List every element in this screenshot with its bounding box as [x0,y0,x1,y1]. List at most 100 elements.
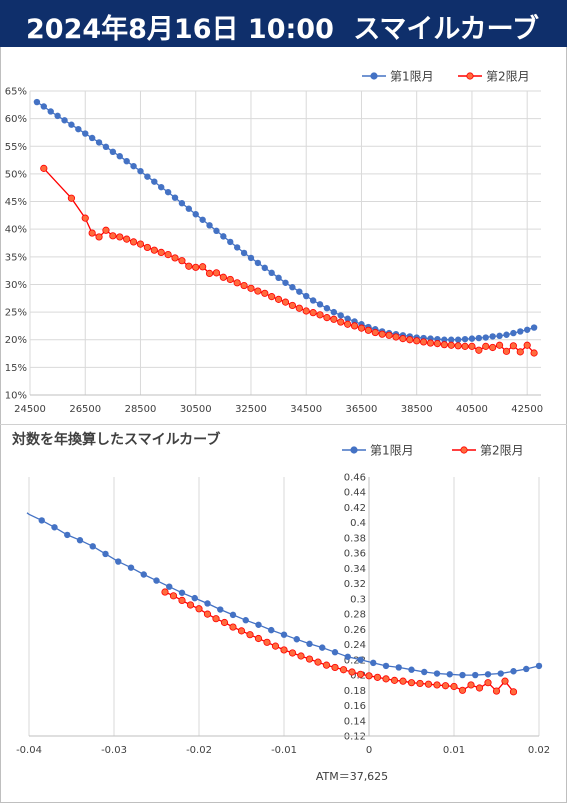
chart2-series1-point [140,571,147,578]
chart1-series1-point [454,336,462,343]
chart2-title: 対数を年換算したスマイルカーブ [11,431,220,448]
chart1-series1-point [192,211,199,218]
chart1-series1-point [517,328,524,335]
chart1-series2-point [337,318,345,326]
chart1-series2-point [454,342,462,350]
chart2-series2-point [237,627,246,635]
chart1-series2-point [205,269,214,277]
chart2-series2-point [331,663,339,672]
chart1-y-tick-label: 45% [5,197,27,208]
chart1-series1-point [82,130,89,137]
chart1-series2-point [81,214,89,222]
chart2-series1-point [166,583,173,590]
chart2-series2-point [271,642,280,650]
chart1-series2-point [495,341,504,349]
chart1-x-tick-label: 36500 [346,404,378,415]
chart1-x-tick-label: 34500 [290,404,322,415]
chart2-y-tick-label: 0.3 [350,594,366,605]
chart2-x-tick-label: -0.01 [271,745,297,756]
chart2-series2-point [212,615,220,623]
chart1-series1-point [489,333,496,340]
chart1-series2-point [302,307,310,315]
chart1-series2-point [426,339,435,347]
chart1-series1-point [303,292,310,300]
chart1-series1-point [33,98,41,106]
chart2-series1-point [280,631,288,638]
chart1-series2-point [330,315,338,323]
chart1-x-tick-label: 40500 [456,404,488,415]
header-title: 2024年8月16日 10:00 [26,14,334,45]
chart2-series2-point [229,623,237,631]
chart2-series2-point [501,677,509,685]
chart1-series2-point [226,275,234,284]
chart2-series2-point [356,670,365,678]
chart1-x-tick-label: 28500 [125,404,157,415]
chart2-y-tick-label: 0.26 [344,625,366,636]
chart1-y-tick-label: 40% [5,225,27,236]
chart1-series1-point [496,332,503,340]
chart1-series2-point [440,341,448,349]
chart1-y-tick-label: 55% [5,142,27,153]
chart1-series1-point [54,112,61,120]
chart2-series1-point [229,611,237,619]
chart1-series1-point [482,334,489,341]
chart1-series2-point [413,337,421,345]
chart1-series2-point [247,284,255,292]
chart1-series1-point [530,324,538,331]
chart2-x-tick-label: -0.03 [101,745,127,756]
chart2-series2-point [433,681,441,689]
chart1-series2-line [43,167,535,354]
chart1-series2-point [233,279,241,287]
chart1-series2-point [489,343,497,352]
chart1-series1-point [164,188,172,196]
chart2-series2-point [280,646,288,654]
chart2-legend-series1-swatch-dot [350,446,358,454]
chart1-series2-point [509,342,517,350]
chart2-series1-point [153,577,160,584]
chart1-series1-point [220,233,227,240]
chart2-series2-point [458,686,467,694]
chart2-series1-point [306,640,313,648]
chart2-y-tick-label: 0.38 [344,533,366,544]
chart1-series1-point [268,269,275,277]
chart2-y-tick-label: 0.24 [344,640,366,651]
chart1-series2-point [482,342,490,350]
chart1-series2-point [192,263,200,271]
chart1-x-tick-label: 32500 [235,404,267,415]
chart1-series1-point [47,108,54,115]
chart2-series2-point [424,680,433,688]
chart1-series2-point [178,257,186,265]
chart2-x-tick-label: -0.04 [16,745,42,756]
chart1-legend-series2-label: 第2限月 [486,70,530,84]
chart2-series2-point [322,661,331,669]
chart1-series2-point [447,341,455,349]
chart1-series1-point [240,249,248,257]
chart1-series1-point [151,178,158,185]
chart1-series1-point [296,288,303,295]
chart1-y-tick-label: 20% [5,335,27,346]
chart1-series2-point [254,287,262,295]
chart2-series1-point [497,670,504,677]
chart1-series1-point [510,329,517,337]
chart1-series2-point [261,289,269,297]
chart2-series1-point [268,626,275,634]
chart1-series1-point [199,216,206,223]
chart2-series2-point [178,596,186,605]
chart2-series1-point [38,517,45,524]
chart1-series1-point [158,183,165,191]
chart1-series1-point [95,139,103,146]
chart1-series1-point [213,227,220,235]
chart2-y-tick-label: 0.14 [344,716,366,727]
chart1-x-tick-label: 42500 [511,404,543,415]
chart2-x-tick-label: 0.02 [528,745,550,756]
chart2-y-tick-label: 0.46 [344,473,366,484]
chart1-series2-point [399,335,407,343]
chart1-series1-point [275,274,282,282]
chart2-y-tick-label: 0.28 [344,610,366,621]
chart1-series1-point [123,157,130,165]
chart2-series1-point [204,600,211,607]
chart1-series2-point [116,233,124,241]
chart1-series2-point [102,226,110,234]
chart2-x-tick-label: -0.02 [186,745,212,756]
chart1-series1-point [247,254,255,262]
